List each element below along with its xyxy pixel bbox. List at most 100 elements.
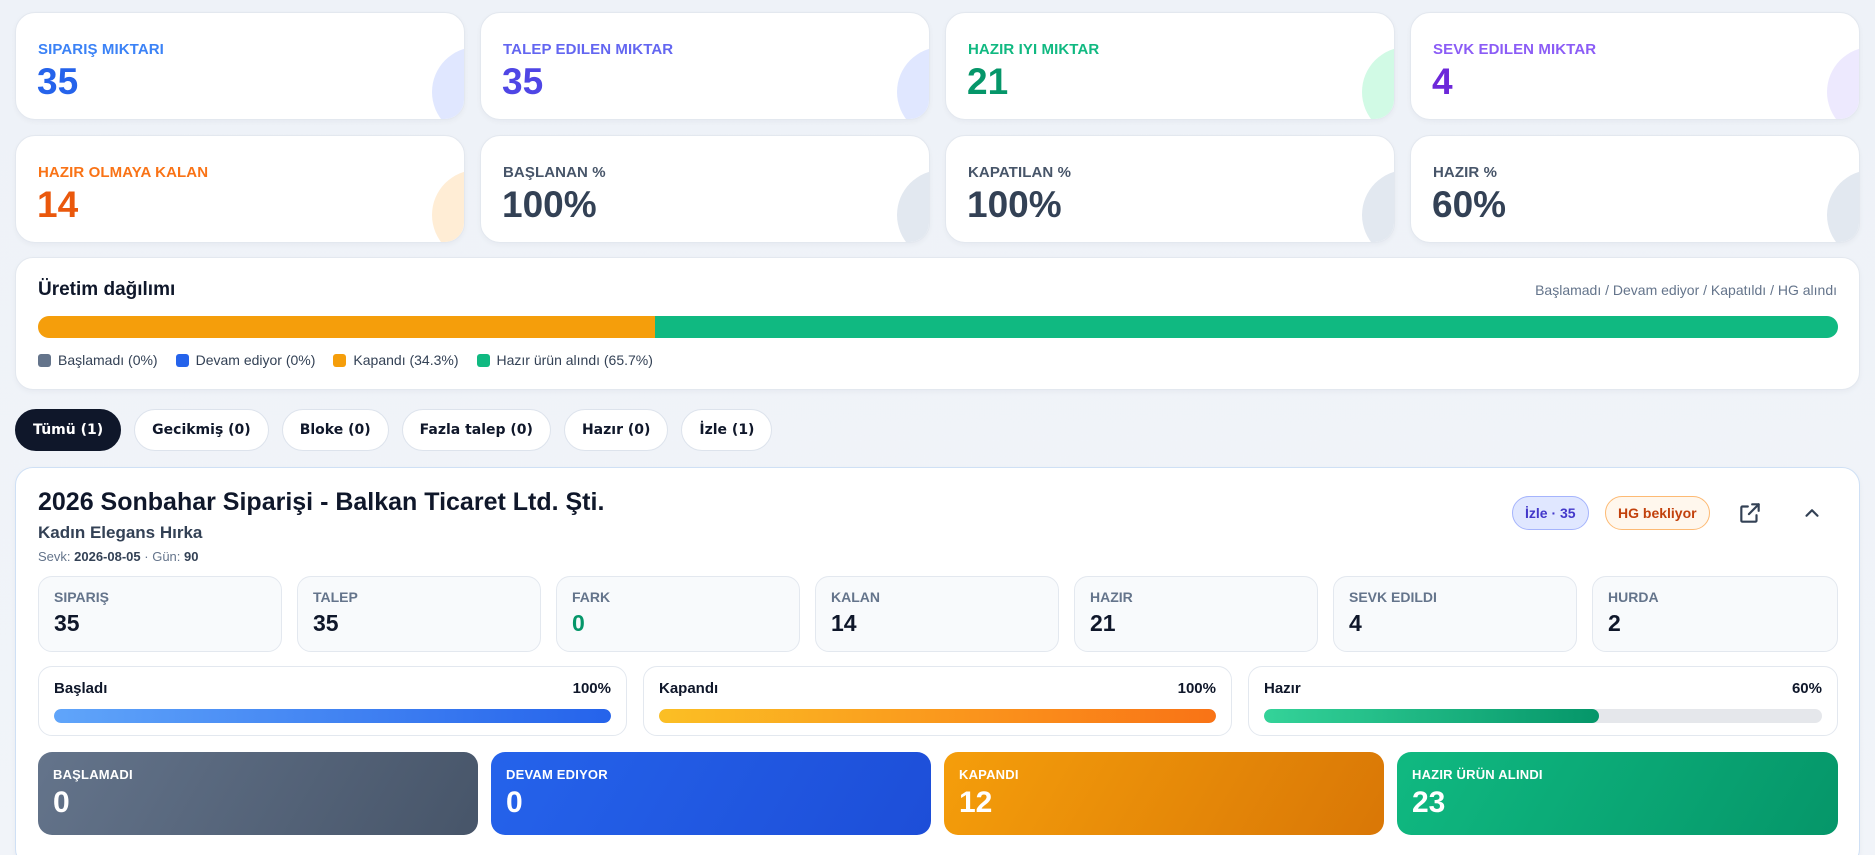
order-card: 2026 Sonbahar Siparişi - Balkan Ticaret … — [15, 467, 1860, 855]
order-meta: Sevk: 2026-08-05 · Gün: 90 — [38, 549, 198, 564]
progress-fill — [54, 709, 611, 723]
stat-decoration — [1827, 47, 1859, 119]
stat-decoration — [897, 47, 929, 119]
stat-value: 100% — [967, 184, 1062, 225]
stat-label: SIPARIŞ MIKTARI — [38, 41, 164, 58]
stat-decoration — [897, 170, 929, 242]
metric-value: 14 — [831, 610, 857, 636]
watch-badge[interactable]: İzle · 35 — [1512, 496, 1589, 530]
stat-value: 60% — [1432, 184, 1507, 225]
order-title: 2026 Sonbahar Siparişi - Balkan Ticaret … — [38, 488, 605, 516]
stat-card-ready-good-qty: HAZIR IYI MIKTAR 21 — [945, 12, 1395, 120]
stat-value: 100% — [502, 184, 597, 225]
stat-value: 35 — [37, 61, 79, 102]
filter-chip-blocked[interactable]: Bloke (0) — [281, 409, 389, 451]
filter-chips: Tümü (1) Gecikmiş (0) Bloke (0) Fazla ta… — [15, 409, 773, 451]
metric-value: 35 — [313, 610, 339, 636]
days-label: · Gün: — [144, 549, 181, 564]
legend-swatch — [175, 353, 189, 367]
distribution-segment-closed — [38, 316, 656, 338]
ship-label: Sevk: — [38, 549, 71, 564]
metric-value: 4 — [1349, 610, 1362, 636]
stat-label: HAZIR OLMAYA KALAN — [38, 164, 209, 181]
metric-value: 21 — [1090, 610, 1116, 636]
filter-chip-over-request[interactable]: Fazla talep (0) — [401, 409, 551, 451]
legend-label: Başlamadı (0%) — [58, 352, 158, 368]
metric-label: SIPARIŞ — [54, 589, 109, 605]
filter-chip-overdue[interactable]: Gecikmiş (0) — [134, 409, 269, 451]
state-value: 0 — [506, 786, 523, 819]
legend-swatch — [38, 353, 51, 367]
legend-item-closed: Kapandı (34.3%) — [333, 352, 459, 368]
progress-percent: 60% — [1791, 680, 1822, 697]
stat-card-order-qty: SIPARIŞ MIKTARI 35 — [15, 12, 465, 120]
progress-label: Başladı — [54, 680, 108, 697]
metric-remaining: KALAN 14 — [815, 576, 1059, 652]
stat-label: HAZIR % — [1433, 164, 1498, 181]
distribution-segment-ready — [655, 316, 1838, 338]
stat-decoration — [1827, 170, 1859, 242]
stat-label: TALEP EDILEN MIKTAR — [503, 41, 674, 58]
stat-card-shipped-qty: SEVK EDILEN MIKTAR 4 — [1410, 12, 1860, 120]
progress-started: Başladı 100% — [38, 666, 627, 736]
state-tile-ready: HAZIR ÜRÜN ALINDI 23 — [1397, 752, 1838, 835]
stat-label: KAPATILAN % — [968, 164, 1072, 181]
metric-difference: FARK 0 — [556, 576, 800, 652]
state-label: KAPANDI — [959, 767, 1019, 782]
ship-date: 2026-08-05 — [74, 549, 141, 564]
metric-shipped: SEVK EDILDI 4 — [1333, 576, 1577, 652]
distribution-title: Üretim dağılımı — [38, 279, 176, 300]
stat-label: BAŞLANAN % — [503, 164, 606, 181]
external-link-button[interactable] — [1733, 496, 1767, 530]
stat-card-started-pct: BAŞLANAN % 100% — [480, 135, 930, 243]
metric-label: KALAN — [831, 589, 880, 605]
stat-label: SEVK EDILEN MIKTAR — [1433, 41, 1597, 58]
stat-value: 14 — [37, 184, 79, 225]
progress-label: Hazır — [1264, 680, 1301, 697]
distribution-bar — [38, 316, 1838, 338]
legend-item-in-progress: Devam ediyor (0%) — [175, 352, 316, 368]
stat-value: 35 — [502, 61, 544, 102]
legend-item-not-started: Başlamadı (0%) — [38, 352, 158, 368]
legend-item-ready: Hazır ürün alındı (65.7%) — [476, 352, 653, 368]
state-value: 12 — [959, 786, 993, 819]
stat-value: 4 — [1432, 61, 1453, 102]
stat-decoration — [1362, 170, 1394, 242]
legend-label: Hazır ürün alındı (65.7%) — [496, 352, 653, 368]
metric-label: HURDA — [1608, 589, 1659, 605]
stat-decoration — [432, 170, 464, 242]
stat-decoration — [432, 47, 464, 119]
state-label: DEVAM EDIYOR — [506, 767, 608, 782]
state-tile-in-progress: DEVAM EDIYOR 0 — [491, 752, 931, 835]
filter-chip-watch[interactable]: İzle (1) — [681, 409, 773, 451]
state-value: 23 — [1412, 786, 1446, 819]
metric-label: HAZIR — [1090, 589, 1133, 605]
distribution-subtitle: Başlamadı / Devam ediyor / Kapatıldı / H… — [1535, 282, 1837, 298]
metric-value: 0 — [572, 610, 585, 636]
metric-label: SEVK EDILDI — [1349, 589, 1437, 605]
stat-value: 21 — [967, 61, 1009, 102]
legend-swatch — [476, 353, 490, 367]
progress-track — [54, 709, 611, 723]
metric-request: TALEP 35 — [297, 576, 541, 652]
metric-order: SIPARIŞ 35 — [38, 576, 282, 652]
order-product: Kadın Elegans Hırka — [38, 523, 203, 542]
progress-label: Kapandı — [659, 680, 719, 697]
progress-track — [659, 709, 1216, 723]
progress-ready: Hazır 60% — [1248, 666, 1838, 736]
progress-percent: 100% — [1177, 680, 1216, 697]
progress-percent: 100% — [572, 680, 611, 697]
production-distribution-card: Üretim dağılımı Başlamadı / Devam ediyor… — [15, 257, 1860, 390]
legend-label: Kapandı (34.3%) — [353, 352, 459, 368]
filter-chip-all[interactable]: Tümü (1) — [15, 409, 122, 451]
metric-scrap: HURDA 2 — [1592, 576, 1838, 652]
legend-label: Devam ediyor (0%) — [195, 352, 316, 368]
stat-card-remaining: HAZIR OLMAYA KALAN 14 — [15, 135, 465, 243]
metric-ready: HAZIR 21 — [1074, 576, 1318, 652]
legend-swatch — [333, 353, 347, 367]
status-badge: HG bekliyor — [1605, 496, 1710, 530]
stat-card-requested-qty: TALEP EDILEN MIKTAR 35 — [480, 12, 930, 120]
distribution-legend: Başlamadı (0%) Devam ediyor (0%) Kapandı… — [38, 352, 653, 368]
filter-chip-ready[interactable]: Hazır (0) — [563, 409, 669, 451]
collapse-button[interactable] — [1795, 496, 1829, 530]
